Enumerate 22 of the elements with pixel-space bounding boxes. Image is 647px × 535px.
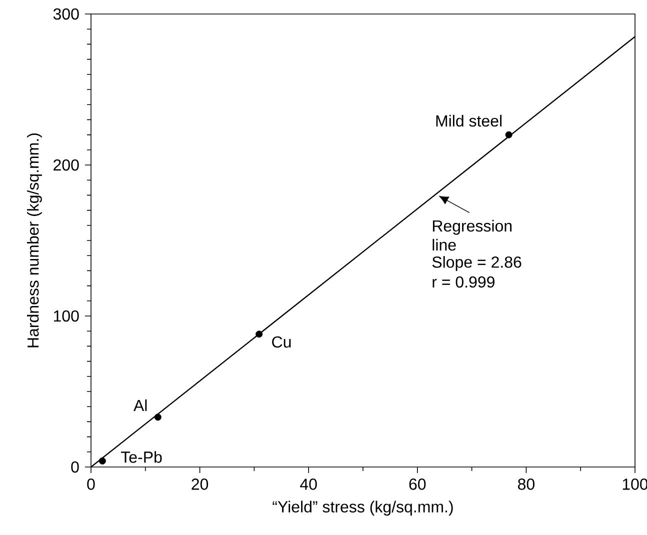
point xyxy=(256,330,263,338)
x-axis-title: “Yield” stress (kg/sq.mm.) xyxy=(272,500,453,516)
x-tick-label: 60 xyxy=(409,478,426,490)
annotation: Regression line xyxy=(432,220,512,251)
x-tick-label: 20 xyxy=(192,478,208,490)
annotation: Slope = 2.86 xyxy=(432,256,522,271)
y-tick-label: 100 xyxy=(54,310,79,322)
point xyxy=(154,414,162,421)
x-tick-label: 80 xyxy=(518,478,534,490)
y-tick-label: 0 xyxy=(71,461,79,473)
annotation: Cu xyxy=(272,336,291,348)
y-axis-title: Hardness number (kg/sq.mm.) xyxy=(26,133,42,348)
annotation: Mild steel xyxy=(436,114,502,127)
point xyxy=(505,131,512,138)
point xyxy=(98,457,106,464)
y-tick-label: 200 xyxy=(54,159,79,171)
annotation: Te-Pb xyxy=(120,451,162,463)
annotation: Al xyxy=(134,399,147,411)
x-tick-label: 0 xyxy=(87,478,95,490)
y-tick-label: 300 xyxy=(53,8,79,20)
annotation: r = 0.999 xyxy=(432,276,494,288)
x-tick-label: 40 xyxy=(300,478,317,490)
